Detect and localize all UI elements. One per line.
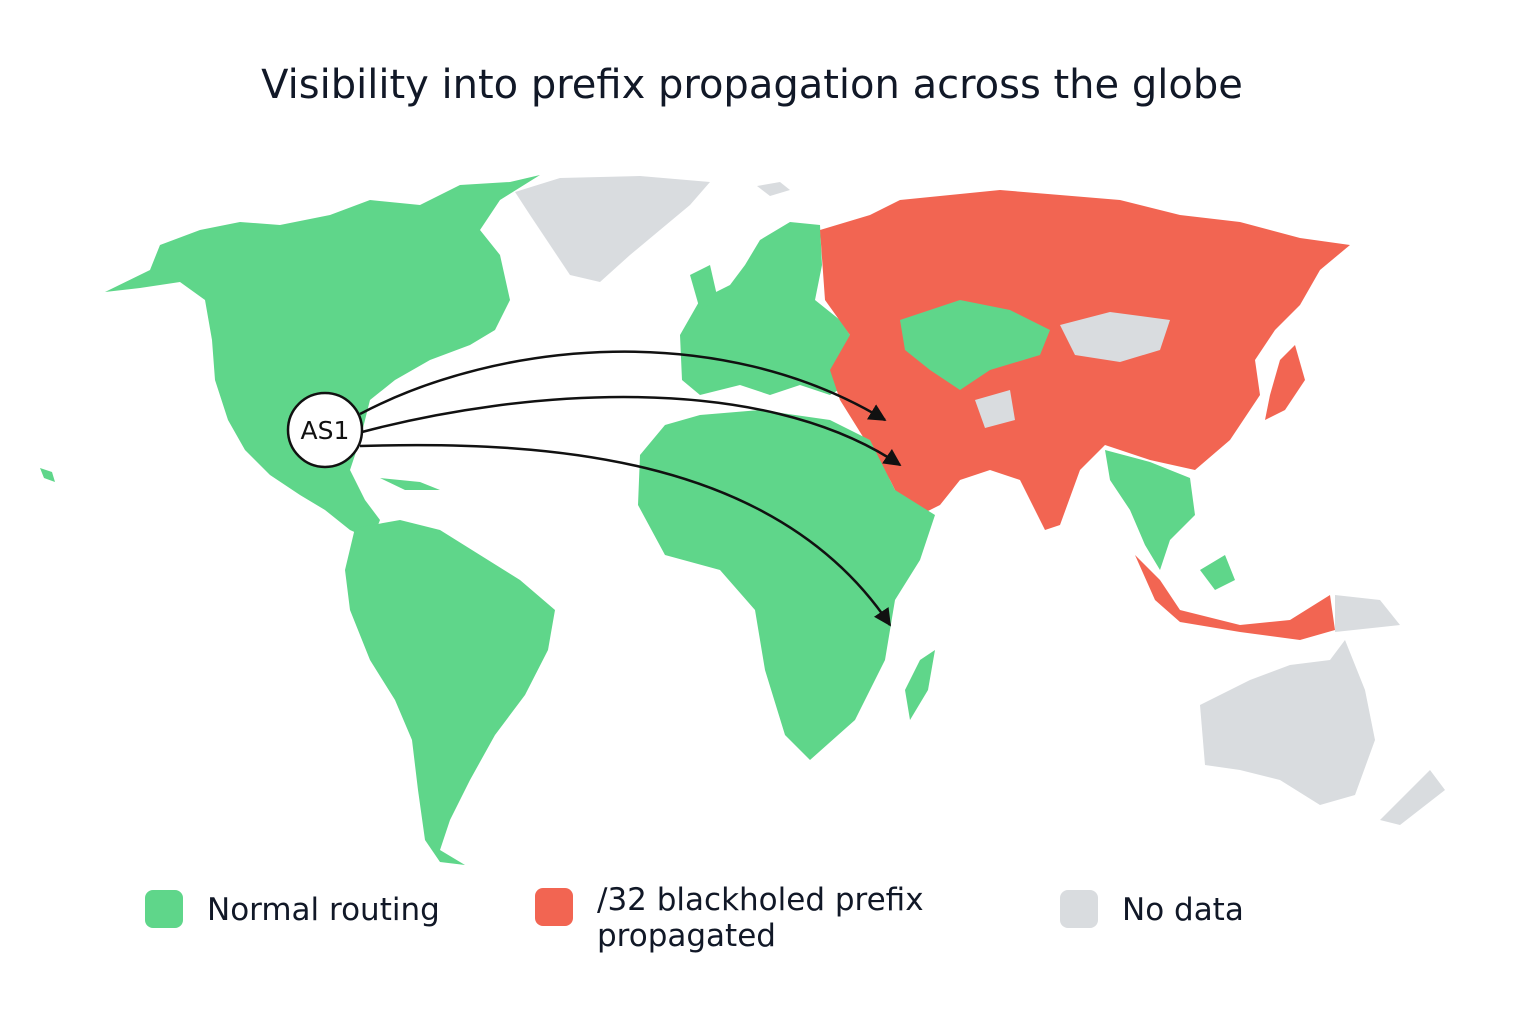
borneo (1200, 555, 1235, 590)
route-arrow (361, 395, 902, 467)
legend-label: Normal routing (207, 892, 440, 928)
southeast-asia (1105, 450, 1195, 570)
as-node-label: AS1 (301, 416, 350, 445)
hawaii (40, 468, 55, 482)
iceland (757, 182, 790, 196)
uk (690, 265, 718, 310)
route-arrow (359, 443, 892, 627)
japan (1265, 345, 1305, 420)
legend-item: No data (1060, 888, 1244, 928)
caribbean (380, 478, 440, 490)
legend-swatch (535, 888, 573, 926)
south-america (345, 520, 555, 865)
indonesia (1135, 555, 1335, 640)
new-zealand (1380, 770, 1445, 825)
north-america (105, 175, 540, 540)
afghanistan (975, 390, 1015, 428)
legend-swatch (145, 890, 183, 928)
new-guinea (1335, 595, 1400, 632)
legend-item: Normal routing (145, 888, 440, 928)
madagascar (905, 650, 935, 720)
legend-item: /32 blackholed prefix propagated (535, 882, 955, 954)
legend-label: /32 blackholed prefix propagated (597, 882, 924, 954)
as-node (286, 391, 364, 469)
mongolia (1060, 312, 1170, 362)
legend-label: No data (1122, 892, 1244, 928)
russia-asia (820, 190, 1350, 530)
map-title: Visibility into prefix propagation acros… (261, 62, 1243, 108)
greenland (515, 176, 710, 282)
central-asia (900, 300, 1050, 390)
legend-swatch (1060, 890, 1098, 928)
africa (638, 410, 935, 760)
europe (680, 222, 860, 395)
australia (1200, 640, 1375, 805)
route-arrow (359, 350, 887, 422)
